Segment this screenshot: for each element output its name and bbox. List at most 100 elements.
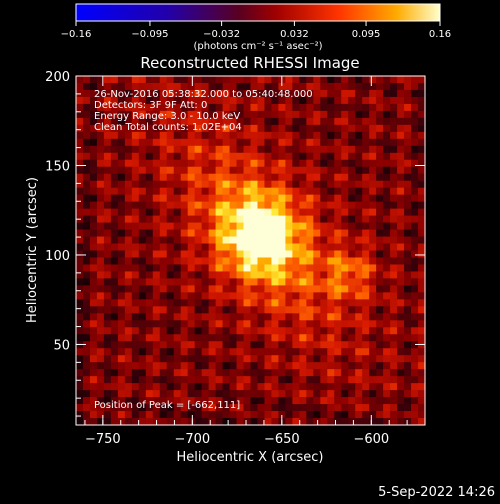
heatmap-cell (278, 201, 286, 210)
heatmap-cell (229, 285, 238, 293)
heatmap-cell (278, 229, 286, 238)
heatmap-cell (313, 76, 321, 84)
heatmap-cell (264, 89, 273, 98)
heatmap-cell (180, 306, 189, 314)
heatmap-cell (103, 299, 112, 307)
heatmap-cell (250, 222, 259, 231)
heatmap-cell (285, 257, 293, 266)
heatmap-cell (89, 257, 98, 266)
heatmap-cell (76, 327, 84, 335)
heatmap-cell (152, 397, 161, 405)
heatmap-cell (257, 131, 266, 140)
heatmap-cell (131, 208, 140, 217)
heatmap-cell (250, 313, 259, 321)
heatmap-cell (124, 159, 133, 168)
heatmap-cell (257, 229, 266, 238)
heatmap-cell (411, 208, 419, 217)
heatmap-cell (341, 271, 349, 280)
heatmap-cell (369, 334, 377, 342)
heatmap-cell (208, 82, 217, 91)
heatmap-cell (264, 257, 273, 266)
heatmap-cell (215, 299, 224, 307)
heatmap-cell (110, 103, 119, 112)
heatmap-cell (96, 215, 105, 224)
heatmap-cell (278, 320, 286, 328)
heatmap-cell (201, 222, 210, 231)
heatmap-cell (348, 145, 356, 154)
heatmap-cell (208, 334, 217, 342)
heatmap-cell (285, 362, 293, 370)
heatmap-cell (313, 208, 321, 217)
heatmap-cell (341, 131, 349, 140)
heatmap-cell (285, 334, 293, 342)
heatmap-cell (376, 166, 384, 175)
heatmap-cell (124, 397, 133, 405)
heatmap-cell (390, 243, 398, 252)
heatmap-cell (376, 243, 384, 252)
heatmap-cell (173, 208, 182, 217)
heatmap-cell (306, 369, 314, 377)
heatmap-cell (243, 208, 252, 217)
heatmap-cell (278, 411, 286, 419)
heatmap-cell (138, 159, 147, 168)
heatmap-cell (264, 152, 273, 161)
heatmap-cell (418, 383, 425, 391)
heatmap-cell (159, 110, 168, 119)
heatmap-cell (117, 313, 126, 321)
heatmap-cell (194, 285, 203, 293)
heatmap-cell (278, 236, 286, 245)
heatmap-cell (327, 362, 335, 370)
heatmap-cell (103, 348, 112, 356)
heatmap-cell (145, 152, 154, 161)
heatmap-cell (376, 292, 384, 300)
heatmap-cell (383, 215, 391, 224)
heatmap-cell (201, 299, 210, 307)
heatmap-cell (229, 187, 238, 196)
heatmap-cell (180, 264, 189, 273)
heatmap-cell (355, 418, 363, 425)
heatmap-cell (327, 271, 335, 280)
heatmap-cell (369, 236, 377, 245)
heatmap-cell (327, 215, 335, 224)
heatmap-cell (166, 222, 175, 231)
heatmap-cell (236, 145, 245, 154)
heatmap-cell (404, 292, 412, 300)
heatmap-cell (327, 306, 335, 314)
heatmap-cell (110, 152, 119, 161)
heatmap-cell (278, 355, 286, 363)
heatmap-cell (278, 103, 286, 112)
heatmap-cell (404, 250, 412, 259)
heatmap-cell (390, 201, 398, 210)
heatmap-cell (376, 201, 384, 210)
heatmap-cell (320, 341, 328, 349)
heatmap-cell (292, 390, 300, 398)
heatmap-cell (222, 76, 231, 84)
heatmap-cell (103, 292, 112, 300)
heatmap-cell (327, 76, 335, 84)
heatmap-cell (222, 152, 231, 161)
heatmap-cell (76, 194, 84, 203)
heatmap-cell (369, 243, 377, 252)
heatmap-cell (215, 222, 224, 231)
heatmap-cell (208, 411, 217, 419)
heatmap-cell (313, 327, 321, 335)
heatmap-cell (103, 96, 112, 105)
heatmap-cell (89, 369, 98, 377)
heatmap-cell (194, 404, 203, 412)
heatmap-cell (117, 355, 126, 363)
heatmap-cell (292, 376, 300, 384)
heatmap-cell (243, 229, 252, 238)
heatmap-cell (278, 82, 286, 91)
heatmap-cell (327, 229, 335, 238)
heatmap-cell (96, 201, 105, 210)
heatmap-cell (243, 236, 252, 245)
heatmap-cell (376, 76, 384, 84)
heatmap-cell (264, 278, 273, 286)
heatmap-cell (313, 383, 321, 391)
heatmap-cell (334, 124, 342, 133)
heatmap-cell (341, 369, 349, 377)
heatmap-cell (313, 187, 321, 196)
heatmap-cell (110, 362, 119, 370)
heatmap-cell (117, 236, 126, 245)
heatmap-cell (76, 313, 84, 321)
